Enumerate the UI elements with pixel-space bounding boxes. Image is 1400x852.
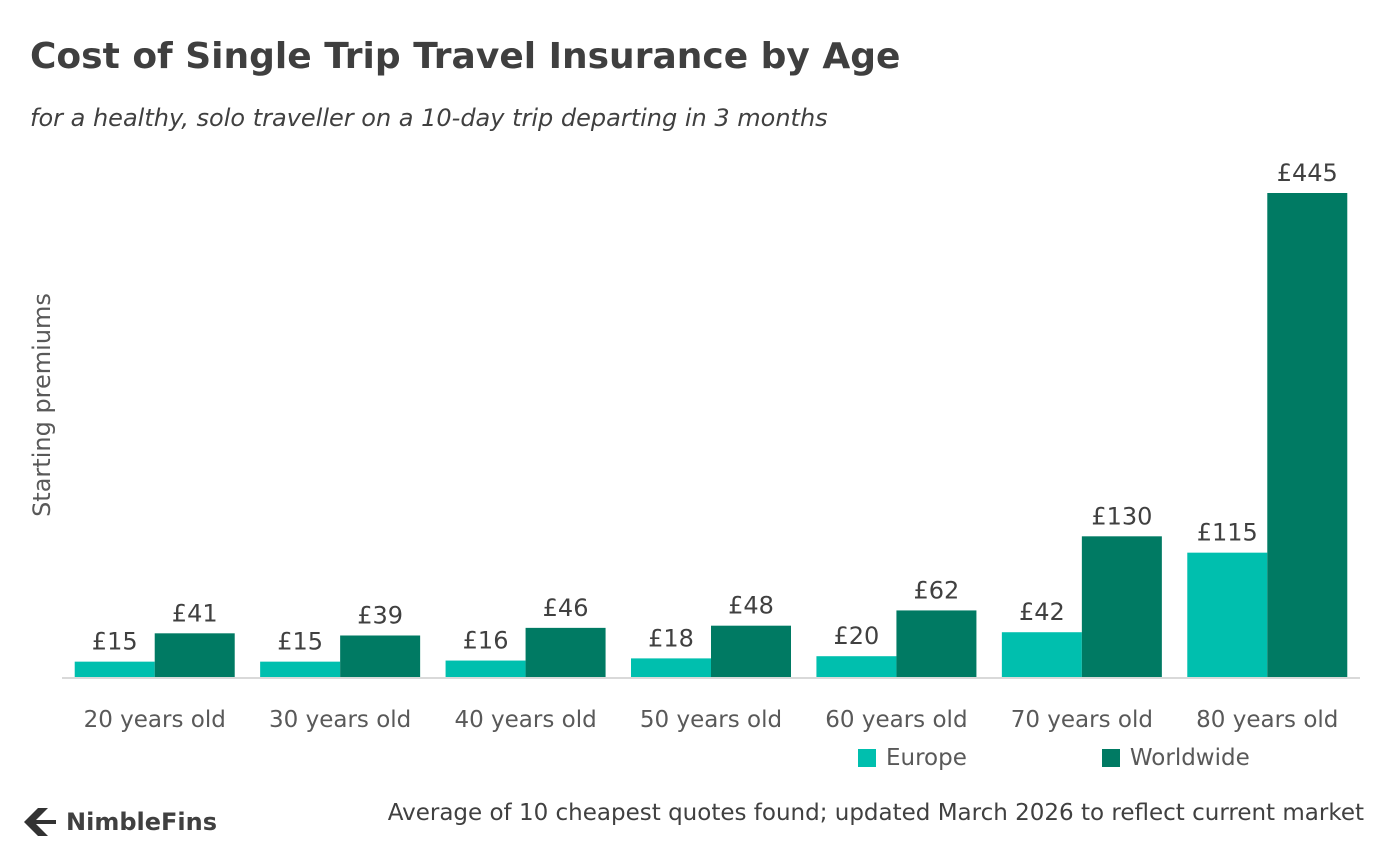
legend-label-europe: Europe [886, 745, 967, 771]
legend: Europe Worldwide [858, 744, 1250, 772]
bar-worldwide [711, 625, 791, 678]
data-label-worldwide: £46 [543, 594, 589, 622]
bar-europe [260, 661, 341, 678]
data-label-worldwide: £39 [357, 601, 403, 629]
x-tick-label: 80 years old [1196, 707, 1338, 733]
brand-name: NimbleFins [66, 808, 217, 836]
chart-subtitle: for a healthy, solo traveller on a 10-da… [30, 104, 828, 132]
chevron-logo-icon [24, 808, 56, 836]
data-label-europe: £20 [834, 622, 880, 650]
data-label-worldwide: £130 [1091, 502, 1152, 530]
bar-europe [631, 658, 711, 678]
data-label-europe: £15 [277, 628, 323, 656]
bar-europe [1187, 552, 1268, 678]
data-label-europe: £15 [92, 628, 138, 656]
bar-europe [1001, 632, 1082, 678]
data-label-worldwide: £445 [1277, 159, 1338, 187]
data-label-worldwide: £48 [728, 592, 774, 620]
legend-item-europe: Europe [858, 745, 967, 771]
bar-worldwide [525, 627, 606, 678]
chart-title: Cost of Single Trip Travel Insurance by … [30, 36, 901, 77]
bar-worldwide [1081, 536, 1162, 678]
data-label-europe: £42 [1019, 598, 1065, 626]
bar-europe [816, 656, 897, 678]
data-label-worldwide: £41 [172, 599, 218, 627]
bar-worldwide [340, 635, 421, 678]
legend-swatch-europe [858, 749, 876, 767]
data-label-europe: £18 [648, 624, 694, 652]
bar-worldwide [1267, 193, 1348, 678]
bar-worldwide [154, 633, 235, 678]
x-tick-label: 20 years old [84, 707, 226, 733]
legend-item-worldwide: Worldwide [1101, 745, 1250, 771]
legend-swatch-worldwide [1101, 749, 1120, 767]
source-note: Average of 10 cheapest quotes found; upd… [387, 800, 1364, 826]
data-label-europe: £16 [463, 627, 509, 655]
x-tick-label: 60 years old [825, 707, 967, 733]
data-label-europe: £115 [1197, 519, 1258, 547]
x-tick-label: 70 years old [1011, 707, 1153, 733]
x-tick-label: 30 years old [269, 707, 411, 733]
legend-label-worldwide: Worldwide [1129, 745, 1250, 771]
brand-logo: NimbleFins [22, 800, 217, 844]
bar-europe [74, 661, 155, 678]
data-label-worldwide: £62 [914, 576, 960, 604]
bar-europe [445, 660, 526, 678]
x-tick-label: 50 years old [640, 707, 782, 733]
x-tick-label: 40 years old [454, 707, 596, 733]
bar-worldwide [896, 610, 977, 678]
